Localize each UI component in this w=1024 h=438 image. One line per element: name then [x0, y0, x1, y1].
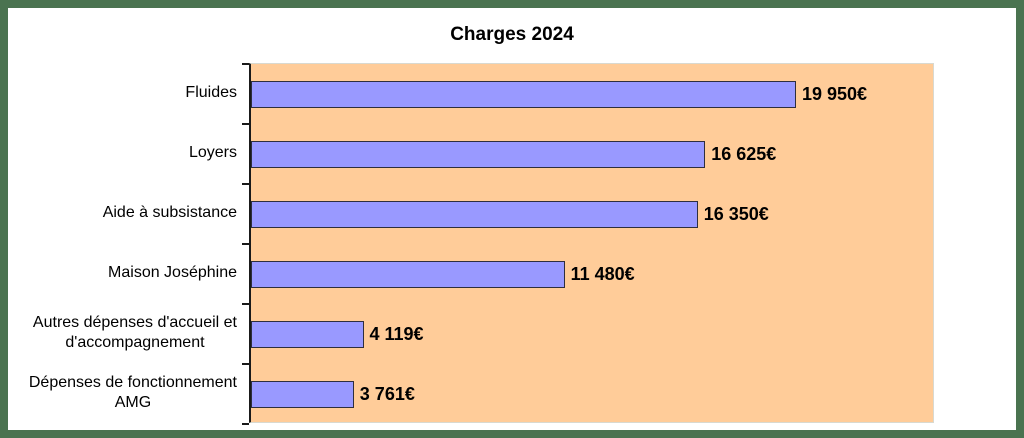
- value-label-aide-a-subsistance: 16 350€: [703, 203, 769, 224]
- category-label-row: Loyers: [8, 123, 249, 183]
- bar-autres-depenses-d-accueil-et: [251, 320, 364, 348]
- chart-row-aide-a-subsistance: 16 350€: [251, 184, 933, 244]
- bar-maison-josephine: [251, 260, 565, 288]
- value-label-loyers: 16 625€: [711, 143, 777, 164]
- plot-area: 19 950€ 16 625€ 16 350€ 11 480€ 4 119€ 3 761€: [242, 63, 934, 425]
- category-label-row: Fluides: [8, 63, 249, 123]
- value-label-maison-josephine: 11 480€: [570, 263, 635, 284]
- chart-row-maison-josephine: 11 480€: [251, 244, 933, 304]
- axis-tick: [242, 363, 249, 365]
- axis-tick: [242, 123, 249, 125]
- category-label-aide-a-subsistance: Aide à subsistance: [102, 204, 237, 221]
- bar-fluides: [251, 80, 796, 108]
- value-label-autres-depenses-d-accueil-et: 4 119€: [369, 323, 424, 344]
- category-label-fluides: Fluides: [185, 84, 237, 101]
- axis-tick: [242, 63, 249, 65]
- category-label-depenses-de-fonctionnement: Dépenses de fonctionnement AMG: [28, 374, 237, 411]
- bar-loyers: [251, 140, 706, 168]
- chart-row-loyers: 16 625€: [251, 124, 933, 184]
- axis-tick: [242, 303, 249, 305]
- value-label-fluides: 19 950€: [802, 83, 868, 104]
- axis-tick: [242, 423, 249, 425]
- category-label-autres-depenses-d-accueil-et: Autres dépenses d'accueil et d'accompagn…: [32, 314, 237, 351]
- chart-row-depenses-de-fonctionnement: 3 761€: [251, 364, 933, 424]
- category-label-row: Aide à subsistance: [8, 183, 249, 243]
- category-label-row: Dépenses de fonctionnement AMG: [8, 363, 249, 423]
- category-label-maison-josephine: Maison Joséphine: [108, 264, 237, 281]
- category-label-row: Autres dépenses d'accueil et d'accompagn…: [8, 303, 249, 363]
- chart-row-fluides: 19 950€: [251, 64, 933, 124]
- value-label-depenses-de-fonctionnement: 3 761€: [359, 383, 415, 404]
- category-label-loyers: Loyers: [188, 144, 237, 161]
- chart-row-autres-depenses-d-accueil-et: 4 119€: [251, 304, 933, 364]
- axis-tick: [242, 183, 249, 185]
- bar-aide-a-subsistance: [251, 200, 698, 228]
- category-axis-labels: Fluides Loyers Aide à subsistance Maison Jo…: [8, 63, 249, 423]
- bar-depenses-de-fonctionnement: [251, 380, 354, 408]
- axis-tick: [242, 243, 249, 245]
- chart-title: Charges 2024: [450, 24, 574, 45]
- category-label-row: Maison Joséphine: [8, 243, 249, 303]
